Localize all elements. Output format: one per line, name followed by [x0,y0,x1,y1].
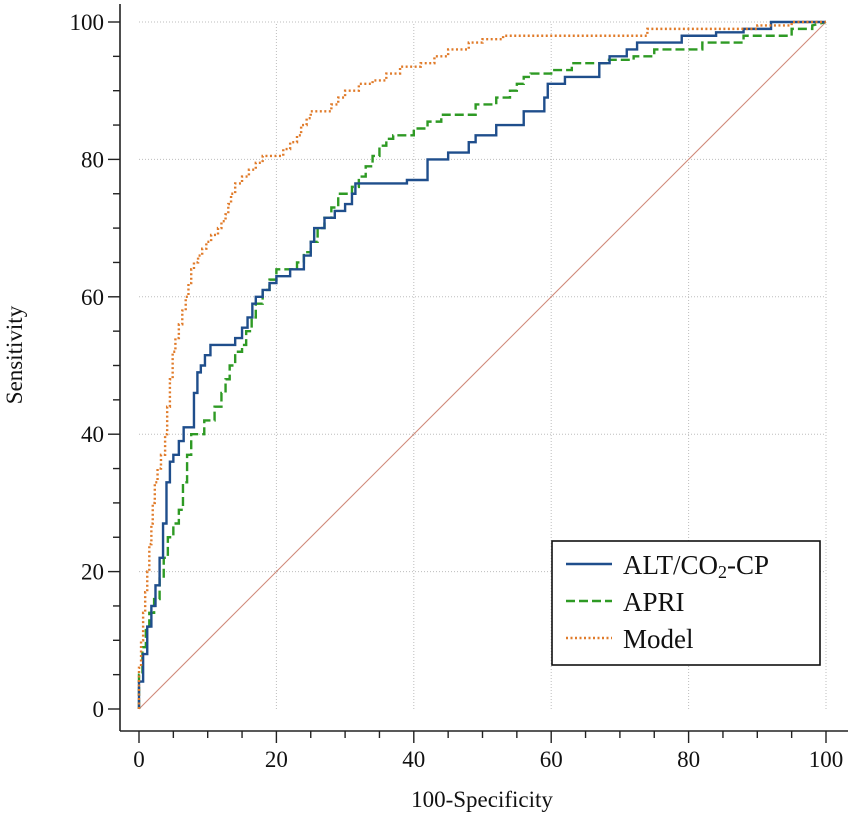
legend-label: ALT/CO2-CP [623,550,769,582]
y-tick-label: 60 [81,285,104,310]
legend-box [551,540,821,666]
series-line-apri [137,20,827,709]
ticks: 0 20 40 60 80 100 0 20 40 60 80 100 [70,10,844,772]
series-line-model [137,20,826,709]
y-tick-label: 20 [81,560,104,585]
reference-diagonal-line [138,21,827,710]
x-tick-label: 100 [809,747,844,772]
x-tick-label: 80 [677,747,700,772]
x-tick-label: 40 [402,747,425,772]
x-tick-label: 20 [265,747,288,772]
y-tick-label: 0 [93,697,105,722]
legend-label: Model [623,624,694,654]
y-tick-label: 40 [81,422,104,447]
y-axis-title: Sensitivity [2,305,27,404]
y-tick-label: 80 [81,147,104,172]
legend-label: APRI [623,587,685,617]
series-layer [137,20,827,709]
x-axis-title: 100-Specificity [411,787,553,812]
series-line-alt-co2-cp [137,20,826,709]
legend: ALT/CO2-CP APRI Model [551,540,821,666]
x-tick-label: 0 [133,747,145,772]
y-tick-label: 100 [70,10,105,35]
x-tick-label: 60 [540,747,563,772]
